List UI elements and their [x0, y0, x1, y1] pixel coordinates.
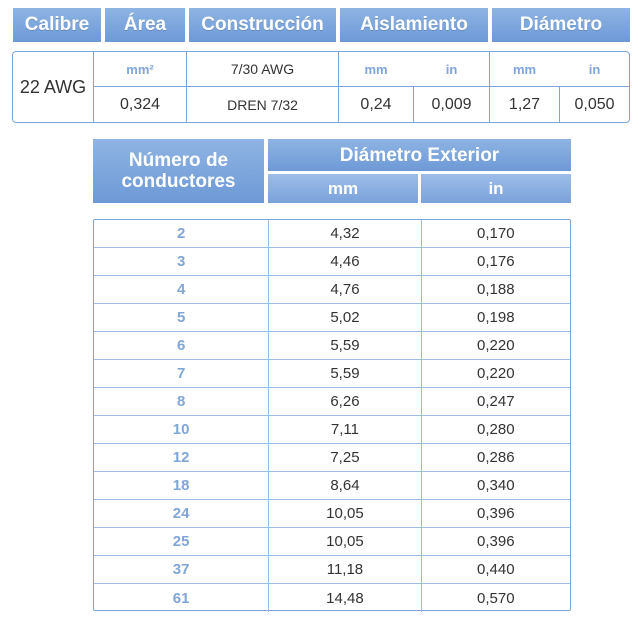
diameter-in: 0,247 — [477, 393, 515, 410]
diameter-in: 0,570 — [477, 589, 515, 607]
conductor-count: 18 — [94, 472, 270, 499]
table-row: 5 5,02 0,198 — [94, 304, 570, 332]
area-unit: mm² — [126, 61, 154, 77]
diametro-in: 0,050 — [574, 95, 615, 113]
diameter-mm: 7,11 — [269, 416, 422, 443]
table-row: 4 4,76 0,188 — [94, 276, 570, 304]
calibre-value: 22 AWG — [19, 76, 87, 97]
header-calibre: Calibre — [13, 8, 101, 42]
divider — [489, 52, 490, 122]
conductor-count: 6 — [94, 332, 270, 359]
diameter-mm: 5,02 — [269, 304, 422, 331]
diameter-mm: 8,64 — [269, 472, 422, 499]
diameter-in: 0,396 — [477, 505, 515, 522]
diametro-mm: 1,27 — [508, 95, 541, 113]
divider — [559, 86, 560, 122]
diameter-mm: 14,48 — [269, 584, 422, 612]
table-row: 7 5,59 0,220 — [94, 360, 570, 388]
aislamiento-unit-in: in — [445, 61, 458, 77]
diameter-mm: 10,05 — [269, 528, 422, 555]
aislamiento-unit-mm: mm — [364, 61, 388, 77]
aislamiento-mm: 0,24 — [360, 95, 392, 113]
header-unit-in: in — [421, 174, 571, 203]
table-row: 8 6,26 0,247 — [94, 388, 570, 416]
diameter-in: 0,286 — [477, 449, 515, 466]
diameter-in: 0,198 — [477, 309, 515, 326]
table-row: 3 4,46 0,176 — [94, 248, 570, 276]
conductor-count: 25 — [94, 528, 270, 555]
aislamiento-in: 0,009 — [431, 95, 472, 113]
diameter-in: 0,220 — [477, 365, 515, 382]
construccion-conductor: 7/30 AWG — [230, 61, 295, 77]
conductor-count: 4 — [94, 276, 270, 303]
diameter-mm: 5,59 — [269, 332, 422, 359]
divider — [413, 86, 414, 122]
header-numero-conductores: Número de conductores — [93, 139, 264, 203]
diameter-in: 0,176 — [477, 253, 515, 270]
diameter-in: 0,340 — [477, 477, 515, 494]
diameter-in: 0,396 — [477, 533, 515, 550]
diameter-table-body: 2 4,32 0,170 3 4,46 0,176 4 4,76 0,188 5 5,02 0,198… — [93, 219, 571, 612]
conductor-count: 37 — [94, 556, 270, 583]
diameter-mm: 7,25 — [269, 444, 422, 471]
conductor-count: 12 — [94, 444, 270, 471]
divider — [338, 52, 339, 122]
diameter-in: 0,188 — [477, 281, 515, 298]
diameter-in: 0,280 — [477, 421, 515, 438]
header-diametro: Diámetro — [492, 8, 630, 42]
table-row: 6 5,59 0,220 — [94, 332, 570, 360]
diametro-unit-mm: mm — [512, 61, 537, 77]
conductor-count: 2 — [94, 220, 270, 247]
diameter-in: 0,220 — [477, 337, 515, 354]
header-unit-mm: mm — [268, 174, 418, 203]
area-value: 0,324 — [119, 95, 161, 113]
conductor-count: 10 — [94, 416, 270, 443]
diameter-mm: 6,26 — [269, 388, 422, 415]
table-row: 18 8,64 0,340 — [94, 472, 570, 500]
table-row: 12 7,25 0,286 — [94, 444, 570, 472]
table-row: 25 10,05 0,396 — [94, 528, 570, 556]
conductor-count: 5 — [94, 304, 270, 331]
diameter-mm: 4,76 — [269, 276, 422, 303]
conductor-count: 3 — [94, 248, 270, 275]
diameter-mm: 5,59 — [269, 360, 422, 387]
table-row: 37 11,18 0,440 — [94, 556, 570, 584]
table-row: 61 14,48 0,570 — [94, 584, 570, 612]
header-area: Área — [105, 8, 185, 42]
header-diametro-exterior: Diámetro Exterior — [268, 139, 571, 171]
header-construccion: Construcción — [189, 8, 336, 42]
conductor-count: 61 — [94, 584, 270, 612]
construccion-dren: DREN 7/32 — [227, 96, 298, 113]
diameter-in: 0,170 — [477, 225, 515, 242]
diameter-mm: 10,05 — [269, 500, 422, 527]
table-row: 24 10,05 0,396 — [94, 500, 570, 528]
header-aislamiento: Aislamiento — [340, 8, 488, 42]
conductor-count: 24 — [94, 500, 270, 527]
spec-table-body: 22 AWG mm² 0,324 7/30 AWG DREN 7/32 mm i… — [12, 51, 630, 123]
diametro-unit-in: in — [588, 61, 601, 77]
table-row: 2 4,32 0,170 — [94, 220, 570, 248]
diameter-mm: 11,18 — [269, 556, 422, 583]
conductor-count: 7 — [94, 360, 270, 387]
divider — [93, 86, 629, 87]
diameter-mm: 4,32 — [269, 220, 422, 247]
divider — [186, 52, 187, 122]
divider — [93, 52, 94, 122]
diameter-in: 0,440 — [477, 561, 515, 578]
diameter-mm: 4,46 — [269, 248, 422, 275]
table-row: 10 7,11 0,280 — [94, 416, 570, 444]
conductor-count: 8 — [94, 388, 270, 415]
